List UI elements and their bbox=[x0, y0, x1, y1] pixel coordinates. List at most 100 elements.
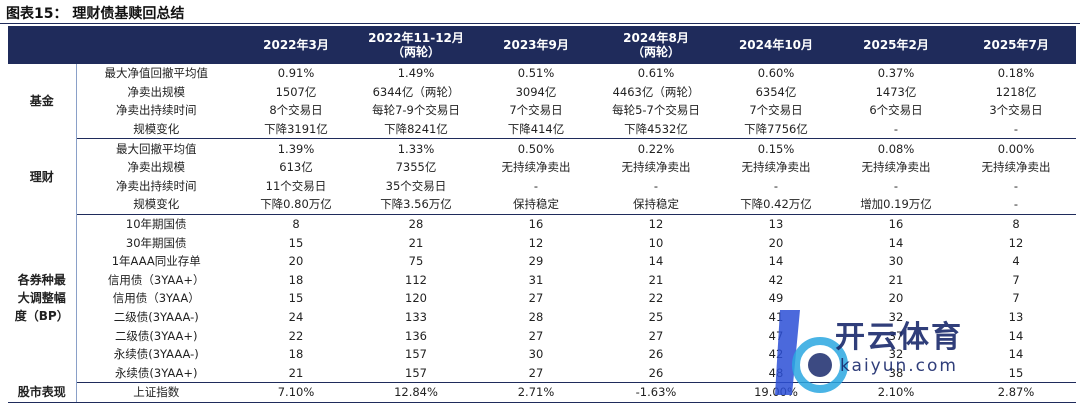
table-row: 二级债(3YAA+) 22 136 27 27 47 37 14 bbox=[8, 326, 1076, 345]
row-label: 二级债(3YAAA-) bbox=[113, 310, 199, 325]
cell: 27 bbox=[528, 291, 544, 306]
cell: 下降3.56万亿 bbox=[356, 195, 476, 215]
cell: 26 bbox=[648, 347, 664, 362]
table-row: 永续债(3YAAA-) 18 157 30 26 42 32 14 bbox=[8, 345, 1076, 364]
row-label: 10年期国债 bbox=[125, 217, 187, 232]
row-label: 永续债(3YAA+) bbox=[76, 363, 236, 384]
cell: 0.08% bbox=[877, 141, 915, 156]
title: 图表15： 理财债基赎回总结 bbox=[6, 6, 185, 22]
cell: 14 bbox=[888, 235, 904, 250]
cell: 8个交易日 bbox=[269, 103, 323, 118]
cell: - bbox=[956, 195, 1076, 215]
cell: 下降0.80万亿 bbox=[236, 195, 356, 215]
row-label: 规模变化 bbox=[76, 195, 236, 215]
cell: 20 bbox=[288, 254, 304, 269]
cell: 3个交易日 bbox=[989, 103, 1043, 118]
cell: 1507亿 bbox=[275, 84, 317, 99]
column-header: 2025年7月 bbox=[956, 26, 1076, 64]
cell: 1473亿 bbox=[875, 84, 917, 99]
header-row: 2022年3月 2022年11-12月 （两轮） 2023年9月 2024年8月 （两… bbox=[8, 26, 1076, 64]
table-row: 净卖出持续时间 11个交易日 35个交易日 - - - - - bbox=[8, 177, 1076, 196]
cell: 0.22% bbox=[637, 141, 675, 156]
cell: 21 bbox=[236, 363, 356, 384]
row-label: 信用债（3YAA） bbox=[112, 291, 200, 306]
cell: 133 bbox=[405, 310, 427, 325]
table-row: 理财 最大回撤平均值 1.39% 1.33% 0.50% 0.22% 0.15% 0.08% 0… bbox=[8, 138, 1076, 215]
cell: 25 bbox=[648, 310, 664, 325]
cell: 31 bbox=[528, 272, 544, 287]
cell: 42 bbox=[768, 272, 784, 287]
cell: 14 bbox=[1008, 347, 1024, 362]
column-header: 2024年8月 （两轮） bbox=[596, 26, 716, 64]
cell: 24 bbox=[288, 310, 304, 325]
table-row: 1年AAA同业存单 20 75 29 14 14 30 4 bbox=[8, 252, 1076, 271]
row-label: 二级债(3YAA+) bbox=[114, 328, 198, 343]
cell: 7355亿 bbox=[395, 160, 437, 175]
cell: 1.33% bbox=[397, 141, 435, 156]
cell: 15 bbox=[956, 363, 1076, 384]
cell: 27 bbox=[648, 328, 664, 343]
cell: 下降4532亿 bbox=[596, 119, 716, 140]
cell: 14 bbox=[1008, 328, 1024, 343]
table-row: 二级债(3YAAA-) 24 133 28 25 41 32 13 bbox=[8, 308, 1076, 327]
cell: 38 bbox=[836, 363, 956, 384]
cell: 0.51% bbox=[517, 66, 555, 81]
row-label: 净卖出持续时间 bbox=[116, 103, 197, 118]
column-header: 2023年9月 bbox=[476, 26, 596, 64]
group-label: 各券种最大调整幅度（BP） bbox=[8, 214, 77, 383]
cell: 0.18% bbox=[997, 66, 1035, 81]
cell: 无持续净卖出 bbox=[861, 160, 931, 175]
cell: 18 bbox=[288, 272, 304, 287]
cell: 157 bbox=[405, 347, 427, 362]
row-label: 1年AAA同业存单 bbox=[111, 254, 201, 269]
row-label: 净卖出规模 bbox=[127, 84, 186, 99]
cell: - bbox=[956, 119, 1076, 140]
cell: 32 bbox=[888, 310, 904, 325]
cell: 27 bbox=[528, 328, 544, 343]
cell: 3094亿 bbox=[515, 84, 557, 99]
cell: 22 bbox=[288, 328, 304, 343]
cell: 613亿 bbox=[279, 160, 313, 175]
cell: 0.91% bbox=[277, 66, 315, 81]
cell: 每轮7-9个交易日 bbox=[372, 103, 460, 118]
table-row: 股市表现上证指数7.10%12.84%2.71%-1.63%19.00%2.10… bbox=[8, 382, 1076, 403]
cell: 157 bbox=[356, 363, 476, 384]
cell: 21 bbox=[408, 235, 424, 250]
table-row: 各券种最大调整幅度（BP） 10年期国债 8 28 16 12 13 16 8 bbox=[8, 214, 1076, 383]
cell: 2.10% bbox=[836, 382, 956, 403]
cell: -1.63% bbox=[596, 382, 716, 403]
cell: 8 bbox=[1012, 217, 1020, 232]
cell: 29 bbox=[528, 254, 544, 269]
cell: 15 bbox=[288, 291, 304, 306]
cell: 18 bbox=[288, 347, 304, 362]
group-label: 股市表现 bbox=[8, 382, 77, 403]
cell: 下降8241亿 bbox=[356, 119, 476, 140]
cell: 16 bbox=[888, 217, 904, 232]
cell: 6344亿（两轮） bbox=[372, 84, 460, 99]
cell: 12 bbox=[648, 217, 664, 232]
cell: 无持续净卖出 bbox=[501, 160, 571, 175]
group-label: 理财 bbox=[8, 138, 77, 215]
table-row: 净卖出规模 613亿 7355亿 无持续净卖出 无持续净卖出 无持续净卖出 无持续净卖出 无持… bbox=[8, 158, 1076, 177]
cell: 0.15% bbox=[757, 141, 795, 156]
cell: 无持续净卖出 bbox=[621, 160, 691, 175]
table-row: 规模变化 下降0.80万亿 下降3.56万亿 保持稳定 保持稳定 下降0.42万亿 增加0.… bbox=[8, 195, 1076, 215]
table-row: 净卖出规模 1507亿 6344亿（两轮） 3094亿 4463亿（两轮） 6354亿 14… bbox=[8, 83, 1076, 102]
cell: 13 bbox=[768, 217, 784, 232]
cell: 21 bbox=[888, 272, 904, 287]
row-label: 规模变化 bbox=[76, 119, 236, 140]
cell: 4 bbox=[1012, 254, 1020, 269]
cell: 无持续净卖出 bbox=[981, 160, 1051, 175]
cell: 下降7756亿 bbox=[716, 119, 836, 140]
cell: 15 bbox=[288, 235, 304, 250]
cell: 1.49% bbox=[397, 66, 435, 81]
cell: 13 bbox=[1008, 310, 1024, 325]
cell: 2.87% bbox=[956, 382, 1076, 403]
column-header: 2022年3月 bbox=[236, 26, 356, 64]
cell: 6354亿 bbox=[755, 84, 797, 99]
table-row: 信用债（3YAA） 15 120 27 22 49 20 7 bbox=[8, 289, 1076, 308]
cell: 10 bbox=[648, 235, 664, 250]
row-label: 信用债（3YAA+） bbox=[107, 272, 205, 287]
cell: 0.00% bbox=[997, 141, 1035, 156]
cell: 20 bbox=[768, 235, 784, 250]
